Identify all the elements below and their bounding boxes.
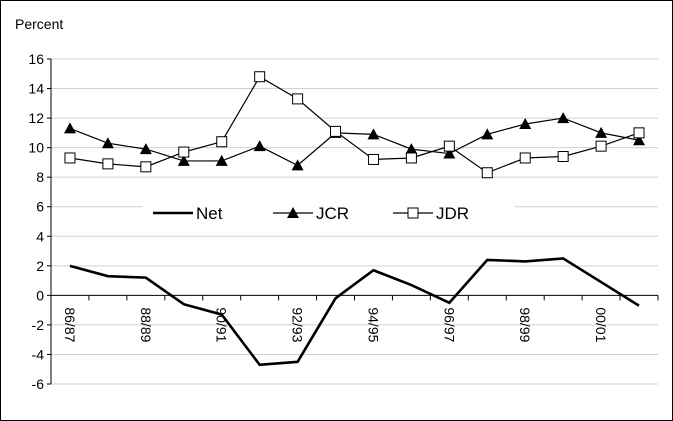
legend-label: Net xyxy=(196,204,223,223)
axes: -6 -4 -2 0 2 4 6 8 10 12 14 16 86/87 88/89 90/91 92/93 9… xyxy=(28,51,659,392)
series-jcr xyxy=(63,112,646,171)
series-line xyxy=(69,257,640,367)
square-marker xyxy=(557,151,569,162)
square-marker xyxy=(407,207,419,219)
series-line xyxy=(69,117,640,167)
y-tick-label: -6 xyxy=(32,376,45,392)
square-marker xyxy=(64,152,76,164)
y-tick-label: 10 xyxy=(28,140,44,156)
triangle-marker xyxy=(139,143,152,155)
triangle-marker xyxy=(405,143,418,155)
legend-item-net: Net xyxy=(153,204,223,223)
x-tick-label: 96/97 xyxy=(441,307,457,342)
triangle-marker xyxy=(633,134,646,146)
square-marker xyxy=(102,158,114,170)
x-tick-label: 98/99 xyxy=(517,307,533,342)
y-tick-label: 16 xyxy=(28,51,44,67)
square-marker xyxy=(405,152,417,164)
x-tick-label: 00/01 xyxy=(593,307,609,342)
y-tick-label: 2 xyxy=(36,258,44,274)
legend-item-jdr: JDR xyxy=(393,204,469,223)
legend-background xyxy=(143,199,515,227)
square-marker xyxy=(519,152,531,164)
triangle-marker xyxy=(367,128,380,140)
triangle-marker xyxy=(253,140,266,152)
x-tick-label: 90/91 xyxy=(214,307,230,342)
triangle-marker xyxy=(595,126,608,138)
series-lines xyxy=(63,71,646,367)
triangle-marker xyxy=(481,128,494,140)
legend-item-jcr: JCR xyxy=(273,204,349,223)
y-tick-label: 8 xyxy=(36,169,44,185)
y-tick-label: -4 xyxy=(32,346,45,362)
legend-label: JCR xyxy=(316,204,349,223)
legend: Net JCR JDR xyxy=(143,199,515,227)
y-tick-label: 0 xyxy=(36,287,44,303)
square-marker xyxy=(481,167,493,179)
x-tick-label: 86/87 xyxy=(62,307,78,342)
y-tick-label: 12 xyxy=(28,110,44,126)
triangle-marker xyxy=(519,118,532,129)
triangle-marker xyxy=(291,159,304,171)
square-marker xyxy=(330,125,342,137)
triangle-marker xyxy=(287,207,299,218)
triangle-marker xyxy=(443,147,456,159)
y-axis-unit-label: Percent xyxy=(15,16,63,32)
square-marker xyxy=(367,153,379,165)
square-marker xyxy=(443,140,455,152)
series-net xyxy=(69,257,640,367)
square-marker xyxy=(254,71,266,83)
y-tick-label: -2 xyxy=(32,317,45,333)
square-marker xyxy=(216,136,228,148)
triangle-marker xyxy=(101,137,114,149)
triangle-marker xyxy=(557,112,570,124)
x-tick-label: 88/89 xyxy=(138,307,154,342)
triangle-marker xyxy=(215,154,228,166)
square-marker xyxy=(633,127,645,139)
triangle-marker xyxy=(63,122,76,134)
square-marker xyxy=(595,140,607,152)
square-marker xyxy=(292,93,304,105)
square-marker xyxy=(178,146,190,158)
triangle-marker xyxy=(177,154,190,166)
y-tick-label: 6 xyxy=(36,199,44,215)
square-marker xyxy=(140,161,152,173)
x-tick-label: 92/93 xyxy=(290,307,306,342)
series-jdr xyxy=(64,71,645,179)
legend-label: JDR xyxy=(436,204,469,223)
y-tick-label: 4 xyxy=(36,228,44,244)
series-line xyxy=(69,75,640,174)
x-tick-label: 94/95 xyxy=(365,307,381,342)
y-tick-label: 14 xyxy=(28,81,44,97)
